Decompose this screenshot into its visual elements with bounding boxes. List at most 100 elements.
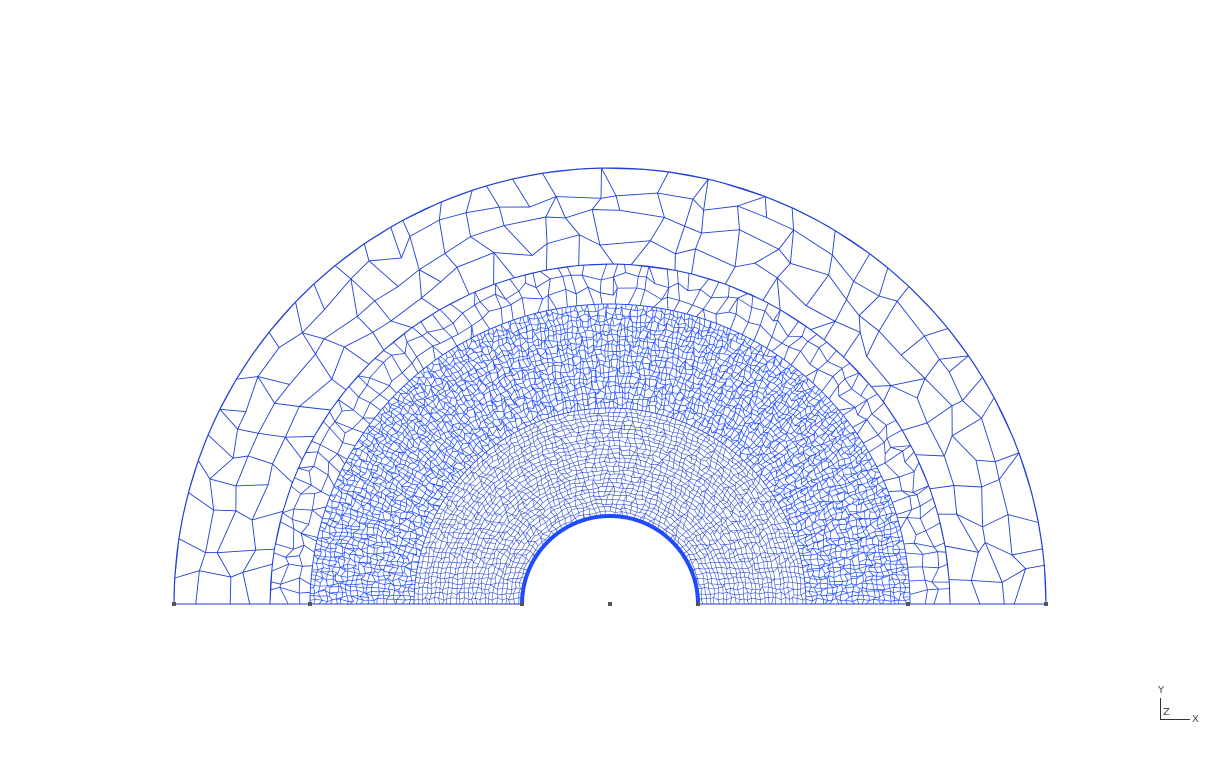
band-mesh-spoke (809, 582, 818, 585)
band-mesh-spoke (449, 473, 453, 479)
inner-mesh-spoke (491, 553, 495, 555)
band-mesh-spoke (432, 435, 436, 441)
band-mesh-spoke (683, 337, 688, 341)
band-mesh-spoke (424, 454, 429, 460)
band-mesh-spoke (805, 491, 809, 496)
band-mesh-spoke (585, 359, 588, 363)
band-mesh-spoke (499, 380, 501, 386)
band-mesh-spoke (412, 420, 416, 424)
band-mesh-spoke (832, 598, 837, 601)
band-mesh-spoke (863, 500, 869, 503)
band-mesh-spoke (844, 424, 851, 429)
band-mesh-spoke (726, 345, 729, 350)
band-mesh-spoke (455, 357, 461, 363)
transition-mesh-spoke (474, 304, 483, 319)
transition-mesh-spoke (922, 551, 938, 555)
band-mesh-spoke (682, 379, 685, 384)
band-mesh-spoke (803, 436, 809, 439)
band-mesh-spoke (438, 357, 440, 365)
band-mesh-spoke (816, 481, 821, 484)
inner-mesh-spoke (593, 508, 597, 514)
band-mesh-spoke (342, 563, 348, 567)
band-mesh-spoke (334, 555, 343, 558)
band-mesh-spoke (626, 361, 630, 367)
band-mesh-spoke (456, 440, 462, 447)
band-mesh-spoke (521, 351, 524, 357)
band-mesh-spoke (761, 466, 765, 470)
inner-mesh-spoke (581, 490, 586, 494)
band-mesh-spoke (738, 418, 744, 426)
transition-mesh-spoke (505, 298, 512, 305)
transition-mesh-spoke (537, 298, 544, 313)
transition-mesh-spoke (838, 378, 846, 386)
band-mesh-spoke (834, 584, 842, 586)
band-mesh-spoke (718, 392, 723, 402)
band-mesh-spoke (835, 419, 842, 423)
transition-mesh-spoke (565, 289, 568, 308)
band-mesh-spoke (458, 393, 462, 400)
transition-mesh-spoke (421, 335, 434, 347)
band-mesh-spoke (856, 478, 860, 481)
band-mesh-spoke (353, 550, 356, 552)
band-mesh-spoke (405, 460, 411, 464)
band-mesh-spoke (362, 450, 368, 455)
band-mesh-spoke (650, 342, 655, 351)
inner-mesh-spoke (667, 525, 671, 528)
inner-mesh-spoke (725, 577, 729, 580)
band-mesh-spoke (434, 371, 441, 379)
band-mesh-spoke (350, 508, 359, 514)
band-mesh-spoke (533, 371, 536, 379)
band-mesh-spoke (785, 363, 791, 369)
band-mesh-spoke (514, 401, 518, 408)
band-mesh-spoke (456, 402, 460, 406)
band-mesh-spoke (408, 393, 414, 402)
band-mesh-spoke (549, 384, 551, 389)
band-mesh-spoke (424, 406, 431, 415)
band-mesh-spoke (631, 332, 634, 336)
band-mesh-spoke (794, 433, 801, 438)
band-mesh-spoke (360, 478, 367, 482)
outer-mesh-spoke (1025, 564, 1045, 570)
band-mesh-spoke (716, 415, 722, 424)
band-mesh-spoke (449, 389, 452, 391)
band-mesh-spoke (547, 391, 550, 396)
inner-mesh-spoke (592, 475, 595, 481)
band-mesh-spoke (817, 475, 823, 480)
band-mesh-spoke (426, 366, 429, 372)
band-mesh-spoke (495, 326, 497, 330)
band-mesh-spoke (663, 397, 667, 406)
transition-mesh-spoke (909, 494, 918, 497)
band-mesh-spoke (489, 439, 495, 446)
inner-mesh-spoke (686, 536, 691, 539)
inner-mesh-spoke (628, 481, 632, 485)
band-mesh-spoke (845, 547, 853, 551)
band-mesh-spoke (522, 378, 524, 383)
band-mesh-spoke (418, 503, 424, 506)
band-mesh-spoke (511, 430, 515, 434)
band-mesh-spoke (510, 338, 514, 344)
band-mesh-spoke (741, 398, 744, 406)
outer-mesh-spoke (630, 240, 651, 265)
band-mesh-spoke (650, 322, 653, 331)
band-mesh-spoke (778, 392, 783, 396)
band-mesh-spoke (846, 475, 852, 480)
inner-mesh-spoke (576, 508, 580, 513)
band-mesh-spoke (398, 407, 402, 410)
band-mesh-spoke (658, 372, 661, 379)
band-mesh-spoke (803, 398, 807, 403)
band-mesh-spoke (432, 472, 437, 478)
band-mesh-spoke (443, 365, 447, 370)
band-mesh-spoke (786, 507, 792, 512)
band-mesh-spoke (379, 521, 386, 525)
band-mesh-spoke (622, 354, 625, 362)
band-mesh-spoke (883, 505, 890, 509)
band-mesh-spoke (454, 406, 457, 411)
band-mesh-spoke (779, 488, 785, 495)
band-mesh-spoke (550, 402, 554, 408)
inner-mesh-spoke (504, 544, 509, 547)
band-mesh-spoke (596, 389, 600, 395)
band-mesh-spoke (824, 407, 829, 413)
inner-mesh-spoke (598, 507, 601, 512)
